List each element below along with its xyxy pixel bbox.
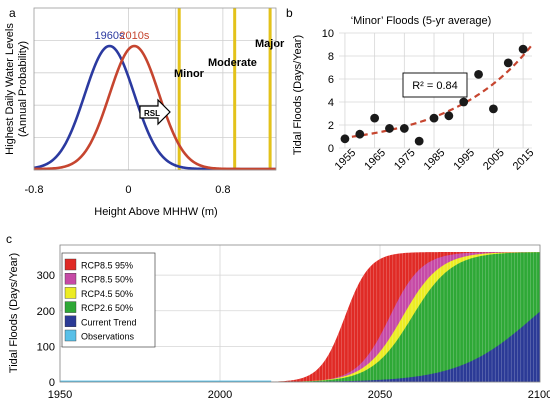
data-point-1960	[355, 129, 365, 139]
panel-b-y-tick-2: 2	[328, 120, 334, 132]
panel-c-ticks: 0 100 200 300 1950 2000 2050 2100	[37, 270, 550, 401]
data-point-2000	[474, 70, 483, 79]
panel-a-x-tick-0-8: 0.8	[215, 184, 230, 196]
panel-a-grid	[34, 8, 276, 170]
panel-b-y-tick-0: 0	[328, 143, 334, 155]
panel-a-x-ticks: -0.8 0 0.8	[25, 184, 231, 196]
panel-a-curves	[33, 44, 276, 171]
legend-swatch-current-trend	[64, 315, 77, 327]
panel-b-y-axis-label: Tidal Floods (Days/Year)	[292, 35, 304, 155]
panel-c-y-tick-300: 300	[37, 270, 55, 282]
area-observations	[60, 380, 272, 382]
data-point-1965	[370, 113, 380, 123]
panel-c-x-tick-1950: 1950	[48, 389, 72, 401]
panel-a-frame	[33, 7, 277, 171]
data-point-1975	[399, 124, 409, 133]
data-point-1990	[444, 111, 454, 121]
panel-b-scatter-chart: ‘Minor’ Floods (5-yr average) R² = 0.84 …	[292, 15, 537, 173]
panel-b-y-tick-8: 8	[328, 51, 334, 63]
threshold-label-moderate: Moderate	[208, 57, 257, 69]
legend-swatch-rcp8-5-95	[64, 258, 77, 271]
panel-b-y-tick-10: 10	[322, 28, 334, 40]
panel-b-x-tick-1955: 1955	[333, 147, 359, 173]
legend-swatch-observations	[64, 329, 77, 342]
series-label-2010s: 2010s	[119, 30, 149, 42]
exponential-fit-line	[341, 44, 533, 140]
legend-label-rcp8-5-50: RCP8.5 50%	[81, 275, 133, 285]
panel-c-y-axis-label: Tidal Floods (Days/Year)	[8, 253, 20, 373]
data-point-2015	[518, 44, 528, 54]
data-point-1995	[459, 97, 469, 107]
rsl-arrow-shape	[139, 98, 171, 126]
panel-a-x-axis-label: Height Above MHHW (m)	[94, 206, 217, 218]
legend-label-observations: Observations	[81, 332, 135, 342]
series-label-1960s: 1960s	[95, 30, 125, 42]
threshold-label-minor: Minor	[174, 68, 205, 80]
data-point-1985	[429, 113, 439, 123]
legend-swatch-rcp8-5-50	[64, 273, 77, 285]
panel-b-y-tick-6: 6	[328, 74, 334, 86]
area-rcp2-6-50	[60, 252, 540, 382]
panel-c-x-tick-2000: 2000	[208, 389, 232, 401]
legend-label-rcp8-5-95: RCP8.5 95%	[81, 261, 133, 271]
panel-c-y-tick-0: 0	[49, 377, 55, 389]
legend-label-rcp2-6-50: RCP2.6 50%	[81, 303, 133, 313]
panel-b-ticks: 0 2 4 6 8 10 1955 1965 1975 1985 1995 2005 2015	[322, 28, 537, 173]
legend-label-rcp4-5-50: RCP4.5 50%	[81, 289, 133, 299]
panel-b-x-tick-2005: 2005	[481, 147, 507, 173]
legend-swatch-rcp4-5-50	[64, 287, 77, 299]
rsl-arrow: RSL	[139, 98, 171, 126]
rsl-arrow-label: RSL	[144, 109, 160, 118]
panel-c-x-tick-2050: 2050	[368, 389, 392, 401]
panel-label-a: a	[9, 6, 16, 20]
r-squared-box	[402, 72, 468, 98]
threshold-label-major: Major	[255, 38, 285, 50]
panel-label-c: c	[6, 232, 12, 246]
panel-a-x-tick-0: 0	[125, 184, 131, 196]
density-curve-2010s	[33, 44, 276, 171]
legend-swatch-rcp2-6-50	[64, 301, 77, 313]
panel-b-x-tick-1965: 1965	[362, 147, 388, 173]
panel-a-x-tick-0-8: -0.8	[25, 184, 44, 196]
data-point-2005	[489, 104, 498, 114]
panel-b-x-tick-2015: 2015	[511, 147, 537, 173]
panel-b-x-tick-1995: 1995	[451, 147, 477, 173]
panel-label-b: b	[286, 6, 293, 20]
panel-c-y-tick-200: 200	[37, 306, 55, 318]
panel-c-legend	[61, 252, 156, 348]
data-point-1970	[385, 124, 394, 133]
panel-b-x-tick-1985: 1985	[422, 147, 448, 173]
legend-label-current-trend: Current Trend	[81, 317, 137, 327]
panel-b-points	[340, 44, 528, 146]
panel-c-areas	[60, 252, 541, 382]
panel-a-y-axis-label: Highest Daily Water Levels(Annual Probab…	[4, 23, 29, 155]
panel-c-legend-items: RCP8.5 95% RCP8.5 50% RCP4.5 50% RCP2.6 50%…	[64, 258, 137, 342]
panel-b-x-tick-1975: 1975	[392, 147, 418, 173]
r-squared-label: R² = 0.84	[412, 80, 458, 92]
panel-c-frame	[59, 244, 541, 383]
data-point-1955	[340, 134, 350, 144]
panel-b-fit-line	[341, 44, 533, 140]
panel-b-y-tick-4: 4	[328, 97, 334, 109]
data-point-2010	[503, 58, 513, 68]
panel-b-title: ‘Minor’ Floods (5-yr average)	[351, 15, 492, 27]
data-point-1980	[414, 136, 424, 146]
panel-c-x-tick-2100: 2100	[528, 389, 550, 401]
panel-c-y-tick-100: 100	[37, 341, 55, 353]
